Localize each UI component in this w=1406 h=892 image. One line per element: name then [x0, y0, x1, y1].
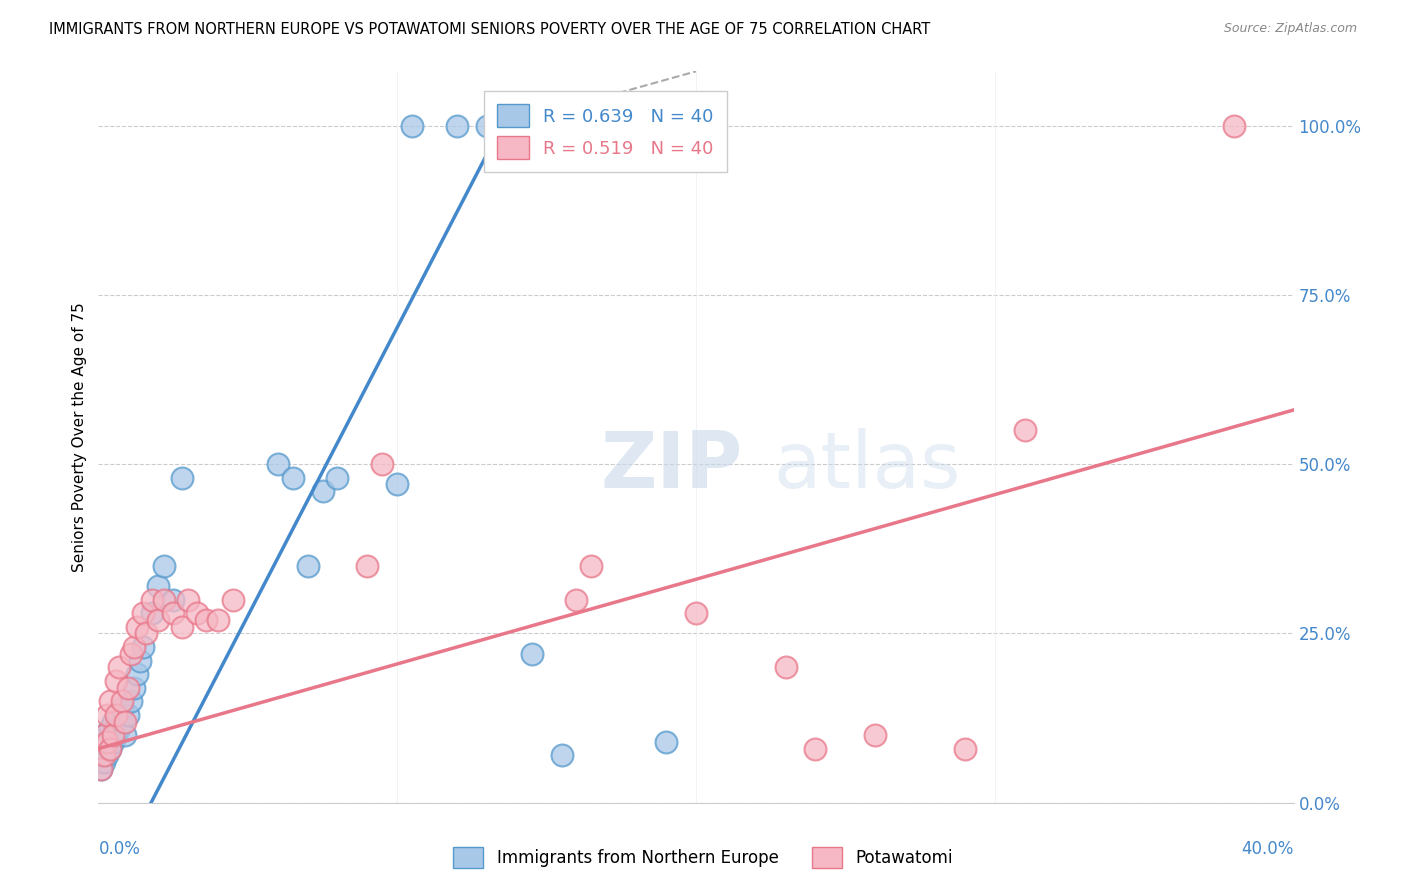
Point	[148, 613, 170, 627]
Point	[124, 681, 146, 695]
Point	[132, 640, 155, 654]
Point	[105, 728, 128, 742]
Point	[207, 613, 229, 627]
Point	[93, 728, 115, 742]
Point	[93, 741, 115, 756]
Point	[127, 667, 149, 681]
Point	[804, 741, 827, 756]
Point	[162, 592, 184, 607]
Point	[98, 741, 122, 756]
Point	[90, 762, 112, 776]
Point	[96, 735, 118, 749]
Point	[90, 762, 112, 776]
Point	[565, 592, 588, 607]
Point	[186, 606, 208, 620]
Point	[222, 592, 245, 607]
Point	[371, 457, 394, 471]
Point	[96, 707, 118, 722]
Point	[114, 728, 136, 742]
Point	[475, 119, 498, 133]
Legend: R = 0.639   N = 40, R = 0.519   N = 40: R = 0.639 N = 40, R = 0.519 N = 40	[484, 91, 727, 172]
Point	[401, 119, 423, 133]
Point	[141, 592, 163, 607]
Point	[105, 707, 128, 722]
Text: Source: ZipAtlas.com: Source: ZipAtlas.com	[1223, 22, 1357, 36]
Point	[103, 735, 125, 749]
Point	[105, 673, 128, 688]
Point	[520, 647, 543, 661]
Point	[96, 735, 118, 749]
Point	[141, 606, 163, 620]
Point	[148, 579, 170, 593]
Point	[953, 741, 976, 756]
Point	[93, 755, 115, 769]
Point	[129, 654, 152, 668]
Point	[127, 620, 149, 634]
Point	[865, 728, 887, 742]
Point	[111, 714, 134, 729]
Point	[267, 457, 290, 471]
Point	[111, 694, 134, 708]
Point	[446, 119, 468, 133]
Point	[135, 626, 157, 640]
Point	[385, 477, 409, 491]
Text: atlas: atlas	[773, 428, 962, 504]
Point	[98, 721, 122, 735]
Point	[93, 728, 115, 742]
Point	[162, 606, 184, 620]
Point	[177, 592, 200, 607]
Point	[108, 721, 131, 735]
Point	[117, 707, 139, 722]
Point	[153, 558, 176, 573]
Point	[311, 484, 333, 499]
Point	[108, 660, 131, 674]
Point	[98, 741, 122, 756]
Point	[98, 694, 122, 708]
Point	[120, 694, 142, 708]
Point	[685, 606, 707, 620]
Point	[90, 748, 112, 763]
Point	[108, 707, 131, 722]
Legend: Immigrants from Northern Europe, Potawatomi: Immigrants from Northern Europe, Potawat…	[444, 838, 962, 877]
Point	[111, 701, 134, 715]
Point	[655, 735, 678, 749]
Y-axis label: Seniors Poverty Over the Age of 75: Seniors Poverty Over the Age of 75	[72, 302, 87, 572]
Point	[775, 660, 797, 674]
Point	[114, 714, 136, 729]
Point	[103, 728, 125, 742]
Point	[581, 558, 603, 573]
Point	[326, 471, 349, 485]
Point	[120, 647, 142, 661]
Point	[172, 471, 194, 485]
Point	[132, 606, 155, 620]
Text: 40.0%: 40.0%	[1241, 840, 1294, 858]
Point	[356, 558, 378, 573]
Point	[195, 613, 218, 627]
Point	[297, 558, 319, 573]
Point	[153, 592, 176, 607]
Point	[96, 748, 118, 763]
Text: IMMIGRANTS FROM NORTHERN EUROPE VS POTAWATOMI SENIORS POVERTY OVER THE AGE OF 75: IMMIGRANTS FROM NORTHERN EUROPE VS POTAW…	[49, 22, 931, 37]
Point	[550, 748, 572, 763]
Point	[172, 620, 194, 634]
Point	[117, 681, 139, 695]
Point	[281, 471, 304, 485]
Point	[124, 640, 146, 654]
Point	[93, 748, 115, 763]
Text: ZIP: ZIP	[600, 428, 742, 504]
Point	[1014, 423, 1036, 437]
Text: 0.0%: 0.0%	[98, 840, 141, 858]
Point	[103, 714, 125, 729]
Point	[1223, 119, 1246, 133]
